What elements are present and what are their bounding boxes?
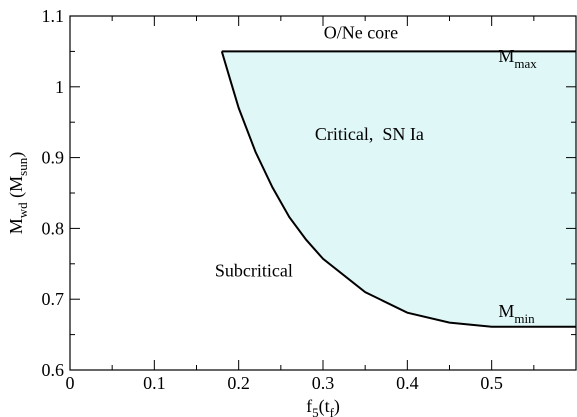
y-tick-label: 0.6 [42,360,65,380]
x-axis-title: f5(tf) [306,396,340,417]
annotations: O/Ne core Critical, SN Ia Subcritical Mmax M… [215,23,537,326]
axis-ticks [69,15,577,371]
critical-region-fill [221,51,577,327]
axis-tick-labels: 0 0.1 0.2 0.3 0.4 0.5 0.6 0.7 0.8 0.9 1 1.1 [42,6,503,393]
annotation-core: O/Ne core [324,23,398,43]
x-tick-label: 0.2 [227,373,250,393]
x-tick-label: 0 [66,373,75,393]
x-tick-label: 0.1 [143,373,166,393]
annotation-mmin: Mmin [498,301,535,326]
x-tick-label: 0.4 [396,373,419,393]
annotation-mmax: Mmax [498,46,537,71]
y-tick-label: 0.7 [42,289,65,309]
y-tick-label: 0.9 [42,148,65,168]
x-tick-label: 0.3 [312,373,335,393]
annotation-critical: Critical, SN Ia [315,124,424,144]
x-tick-label: 0.5 [480,373,503,393]
plot-layer [220,50,577,328]
y-axis-title: Mwd (Msun) [6,152,30,234]
series-line [220,51,576,328]
y-tick-label: 1.1 [42,6,65,26]
y-tick-label: 0.8 [42,218,65,238]
y-tick-label: 1 [55,77,64,97]
annotation-subcritical: Subcritical [215,261,293,281]
